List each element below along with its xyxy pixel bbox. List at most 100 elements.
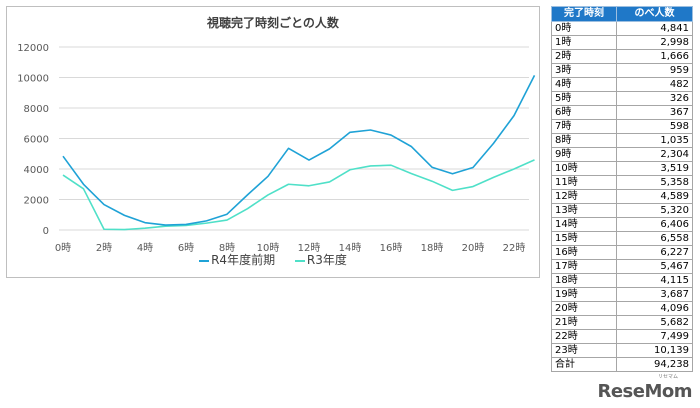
- data-table: 完了時刻 のべ人数 0時 4,841 1時 2,998 2時 1,666 3時 959 4時 48…: [551, 6, 693, 372]
- cell-hour: 22時: [551, 329, 617, 344]
- header-hour: 完了時刻: [551, 6, 617, 22]
- legend-item-r4: R4年度前期: [199, 251, 275, 268]
- cell-count: 2,998: [616, 35, 693, 50]
- table-row: 16時 6,227: [551, 245, 693, 260]
- table-row: 22時 7,499: [551, 329, 693, 344]
- table-row: 合計 94,238: [551, 357, 693, 372]
- cell-count: 3,519: [616, 161, 693, 176]
- cell-hour: 7時: [551, 119, 617, 134]
- series-line-r4: [62, 75, 536, 226]
- cell-hour: 0時: [551, 21, 617, 36]
- cell-count: 10,139: [616, 343, 693, 358]
- cell-hour: 3時: [551, 63, 617, 78]
- cell-count: 6,558: [616, 231, 693, 246]
- table-row: 5時 326: [551, 91, 693, 106]
- chart-legend: R4年度前期 R3年度: [7, 251, 539, 268]
- cell-count: 5,358: [616, 175, 693, 190]
- x-tick-label: 0時: [55, 242, 71, 254]
- table-row: 20時 4,096: [551, 301, 693, 316]
- cell-count: 2,304: [616, 147, 693, 162]
- chart-title: 視聴完了時刻ごとの人数: [206, 15, 340, 30]
- table-row: 11時 5,358: [551, 175, 693, 190]
- y-tick-label: 12000: [17, 43, 49, 54]
- cell-count: 4,589: [616, 189, 693, 204]
- cell-hour: 11時: [551, 175, 617, 190]
- line-chart: 視聴完了時刻ごとの人数 020004000600080001000012000 …: [17, 15, 536, 254]
- cell-hour: 15時: [551, 231, 617, 246]
- table-row: 4時 482: [551, 77, 693, 92]
- y-tick-label: 2000: [24, 196, 49, 207]
- cell-count: 6,227: [616, 245, 693, 260]
- resemom-logo: ReseMom: [597, 381, 692, 402]
- table-row: 19時 3,687: [551, 287, 693, 302]
- cell-count: 7,499: [616, 329, 693, 344]
- cell-count: 4,115: [616, 273, 693, 288]
- table-row: 21時 5,682: [551, 315, 693, 330]
- x-tick-label: 2時: [96, 242, 112, 254]
- table-row: 2時 1,666: [551, 49, 693, 64]
- cell-count: 5,682: [616, 315, 693, 330]
- chart-panel: 視聴完了時刻ごとの人数 0 2000 4000 6000 8000 10000 12000 …: [6, 6, 540, 278]
- table-row: 13時 5,320: [551, 203, 693, 218]
- cell-count: 959: [616, 63, 693, 78]
- cell-hour: 12時: [551, 189, 617, 204]
- x-tick-label: 14時: [339, 242, 362, 254]
- y-tick-label: 10000: [17, 74, 49, 85]
- legend-label-r4: R4年度前期: [211, 253, 276, 267]
- legend-swatch-r3: [294, 259, 305, 262]
- x-tick-label: 18時: [421, 242, 444, 254]
- series-line-r3: [62, 159, 535, 231]
- cell-count: 94,238: [616, 357, 693, 372]
- cell-count: 326: [616, 91, 693, 106]
- y-tick-label: 0: [43, 226, 49, 237]
- logo-subtext: リセマム: [657, 374, 678, 380]
- x-tick-label: 4時: [137, 242, 153, 254]
- cell-hour: 17時: [551, 259, 617, 274]
- cell-hour: 20時: [551, 301, 617, 316]
- cell-count: 1,035: [616, 133, 693, 148]
- y-tick-label: 8000: [24, 104, 49, 115]
- x-tick-label: 10時: [257, 242, 280, 254]
- legend-label-r3: R3年度: [306, 253, 347, 267]
- cell-hour: 9時: [551, 147, 617, 162]
- table-row: 3時 959: [551, 63, 693, 78]
- header-count: のべ人数: [616, 6, 693, 22]
- table-row: 6時 367: [551, 105, 693, 120]
- cell-count: 4,096: [616, 301, 693, 316]
- cell-hour: 2時: [551, 49, 617, 64]
- table-row: 8時 1,035: [551, 133, 693, 148]
- table-row: 12時 4,589: [551, 189, 693, 204]
- cell-count: 3,687: [616, 287, 693, 302]
- cell-count: 367: [616, 105, 693, 120]
- y-tick-label: 4000: [24, 165, 49, 176]
- table-row: 10時 3,519: [551, 161, 693, 176]
- table-row: 17時 5,467: [551, 259, 693, 274]
- cell-hour: 23時: [551, 343, 617, 358]
- cell-hour: 4時: [551, 77, 617, 92]
- cell-hour: 8時: [551, 133, 617, 148]
- x-tick-label: 8時: [219, 242, 235, 254]
- cell-hour: 10時: [551, 161, 617, 176]
- table-row: 7時 598: [551, 119, 693, 134]
- x-tick-label: 22時: [503, 242, 526, 254]
- table-row: 1時 2,998: [551, 35, 693, 50]
- cell-count: 6,406: [616, 217, 693, 232]
- x-tick-label: 6時: [178, 242, 194, 254]
- cell-hour: 13時: [551, 203, 617, 218]
- x-tick-label: 12時: [298, 242, 321, 254]
- table-row: 0時 4,841: [551, 21, 693, 36]
- cell-count: 598: [616, 119, 693, 134]
- cell-hour: 16時: [551, 245, 617, 260]
- y-tick-label: 6000: [24, 135, 49, 146]
- legend-item-r3: R3年度: [294, 251, 347, 268]
- cell-hour: 合計: [551, 357, 617, 372]
- cell-hour: 14時: [551, 217, 617, 232]
- cell-count: 4,841: [616, 21, 693, 36]
- cell-count: 5,467: [616, 259, 693, 274]
- table-header-row: 完了時刻 のべ人数: [551, 6, 693, 22]
- table-row: 18時 4,115: [551, 273, 693, 288]
- cell-count: 5,320: [616, 203, 693, 218]
- x-tick-label: 20時: [462, 242, 485, 254]
- cell-count: 1,666: [616, 49, 693, 64]
- table-row: 23時 10,139: [551, 343, 693, 358]
